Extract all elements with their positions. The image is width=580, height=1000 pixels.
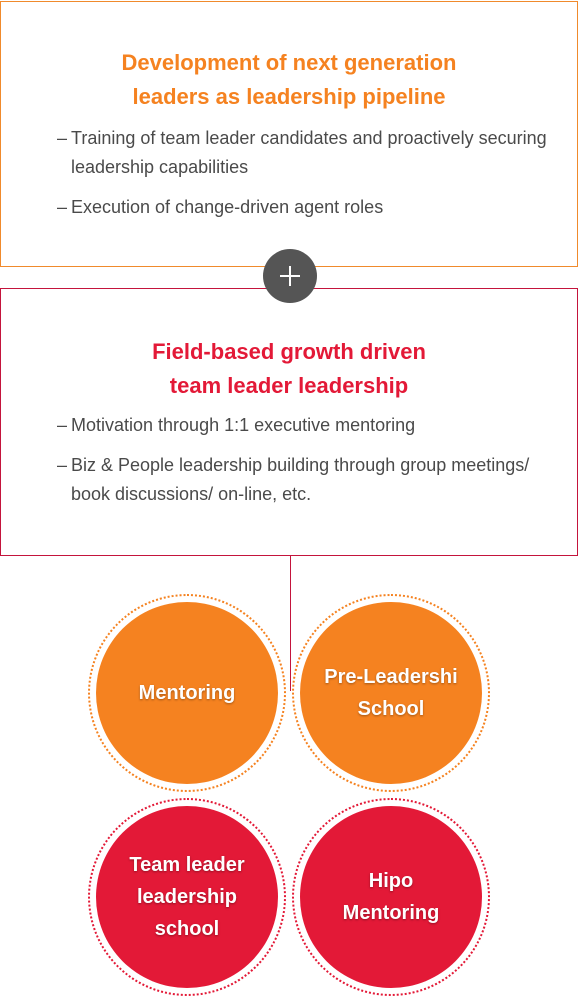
pipeline-title: Development of next generation leaders a… [1, 46, 577, 114]
team-leader-title-line: Field-based growth driven [152, 339, 426, 364]
plus-icon [263, 249, 317, 303]
program-label-line: Mentoring [138, 682, 236, 704]
bullet-text: Biz & People leadership building through… [71, 455, 530, 504]
team-leader-title: Field-based growth driven team leader le… [1, 335, 577, 403]
program-ring [292, 594, 490, 792]
program-mentoring: Mentoring [96, 602, 278, 784]
program-label: Pre-Leadershi School [324, 661, 457, 725]
bullet-text: Training of team leader candidates and p… [71, 128, 547, 177]
program-ring [88, 798, 286, 996]
bullet-text: Motivation through 1:1 executive mentori… [71, 415, 416, 435]
program-hipo-mentoring: Hipo Mentoring [300, 806, 482, 988]
program-label: Mentoring [139, 677, 236, 709]
plus-icon-vertical [289, 266, 291, 286]
program-team-leader-leadership-school: Team leader leadership school [96, 806, 278, 988]
pipeline-bullets: – Training of team leader candidates and… [57, 124, 550, 233]
team-leader-bullets: – Motivation through 1:1 executive mento… [57, 411, 550, 520]
program-ring [88, 594, 286, 792]
program-label-line: leadership [136, 886, 238, 908]
program-label-line: Pre-Leadershi [324, 666, 458, 688]
pipeline-title-line: leaders as leadership pipeline [132, 84, 446, 109]
program-label-line: Team leader [129, 854, 245, 876]
bullet-dash: – [57, 455, 68, 475]
program-label-line: School [357, 698, 425, 720]
pipeline-bullet: – Training of team leader candidates and… [57, 124, 550, 182]
program-label: Team leader leadership school [129, 849, 244, 945]
program-label-line: school [154, 918, 220, 940]
team-leader-bullet: – Biz & People leadership building throu… [57, 451, 550, 509]
team-leader-bullet: – Motivation through 1:1 executive mento… [57, 411, 550, 440]
bullet-dash: – [57, 415, 68, 435]
pipeline-bullet: – Execution of change-driven agent roles [57, 193, 550, 222]
pipeline-title-line: Development of next generation [121, 50, 457, 75]
program-pre-leadership-school: Pre-Leadershi School [300, 602, 482, 784]
bullet-text: Execution of change-driven agent roles [71, 197, 384, 217]
connector-line [290, 556, 291, 691]
pipeline-box: Development of next generation leaders a… [0, 1, 578, 267]
team-leader-title-line: team leader leadership [169, 373, 409, 398]
program-label-line: Mentoring [342, 902, 440, 924]
bullet-dash: – [57, 197, 68, 217]
program-label: Hipo Mentoring [343, 865, 440, 929]
program-ring [292, 798, 490, 996]
bullet-dash: – [57, 128, 68, 148]
program-label-line: Hipo [368, 870, 414, 892]
